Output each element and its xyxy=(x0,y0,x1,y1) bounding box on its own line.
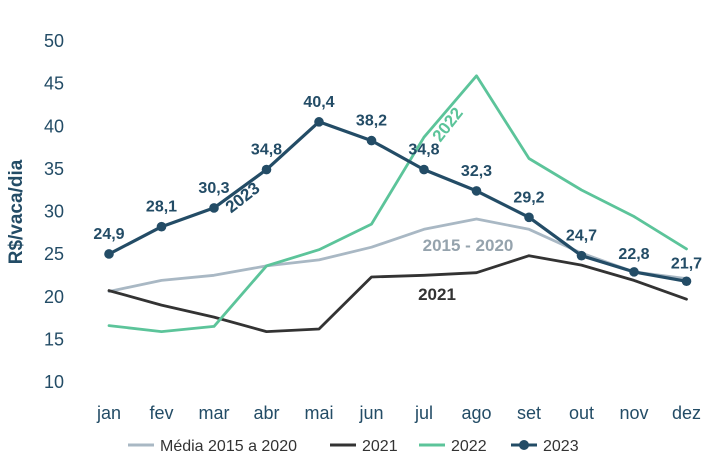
y-tick-label: 25 xyxy=(44,244,64,264)
data-label: 34,8 xyxy=(251,142,282,159)
data-point xyxy=(314,117,324,127)
legend-label-3: 2023 xyxy=(543,438,579,455)
data-point xyxy=(681,276,692,287)
data-label: 34,8 xyxy=(408,142,439,159)
y-tick-label: 10 xyxy=(44,372,64,392)
x-tick-label: jul xyxy=(414,403,433,423)
data-label: 40,4 xyxy=(303,94,334,111)
data-point xyxy=(366,135,377,146)
data-point xyxy=(261,164,272,175)
series-line-0 xyxy=(107,217,688,293)
data-label: 22,8 xyxy=(618,246,649,263)
data-label: 28,1 xyxy=(146,199,177,216)
data-point xyxy=(471,186,482,196)
series-line-1 xyxy=(107,254,688,334)
y-tick-label: 45 xyxy=(44,74,64,94)
data-point xyxy=(524,212,534,223)
data-label: 21,7 xyxy=(671,255,702,272)
series-line-3 xyxy=(107,120,689,283)
data-point-markers xyxy=(104,117,692,287)
y-tick-label: 15 xyxy=(44,329,64,349)
data-labels: 24,9 28,1 30,3 34,8 40,4 38,2 34,8 32,3 29,2 24,7… xyxy=(93,94,702,272)
series-inline-label-0: 2015 - 2020 xyxy=(423,236,514,255)
data-point xyxy=(629,267,639,277)
y-tick-label: 40 xyxy=(44,116,64,136)
y-tick-label: 30 xyxy=(44,202,64,222)
y-tick-label: 50 xyxy=(44,31,64,51)
data-point xyxy=(156,221,167,232)
y-tick-label: 35 xyxy=(44,159,64,179)
x-tick-label: ago xyxy=(461,403,491,423)
data-label: 38,2 xyxy=(356,113,387,130)
y-axis-title: R$/vaca/dia xyxy=(6,159,27,264)
legend-marker-3 xyxy=(519,440,529,450)
data-label: 29,2 xyxy=(513,189,544,206)
x-tick-label: set xyxy=(517,403,541,423)
x-tick-label: jun xyxy=(358,403,383,423)
x-tick-label: out xyxy=(569,403,594,423)
legend-label-0: Média 2015 a 2020 xyxy=(160,438,297,455)
data-label: 32,3 xyxy=(461,163,492,180)
x-tick-label: jan xyxy=(96,403,121,423)
data-label: 24,7 xyxy=(566,228,597,245)
data-label: 24,9 xyxy=(93,226,124,243)
x-tick-label: nov xyxy=(619,403,648,423)
series-line-2 xyxy=(107,74,688,334)
y-axis-ticks: 10 15 20 25 30 35 40 45 50 xyxy=(44,31,64,392)
data-point xyxy=(419,164,429,175)
legend-label-2: 2022 xyxy=(451,438,487,455)
data-point xyxy=(209,203,219,213)
x-tick-label: abr xyxy=(253,403,279,423)
data-label: 30,3 xyxy=(198,180,229,197)
series-inline-label-1: 2021 xyxy=(418,285,456,304)
data-point xyxy=(104,249,114,259)
x-tick-label: dez xyxy=(672,403,701,423)
series-lines xyxy=(107,74,689,334)
legend: Média 2015 a 2020 2021 2022 2023 xyxy=(128,438,579,455)
x-tick-label: mai xyxy=(304,403,333,423)
x-tick-label: fev xyxy=(149,403,173,423)
y-tick-label: 20 xyxy=(44,287,64,307)
x-tick-label: mar xyxy=(199,403,230,423)
legend-label-1: 2021 xyxy=(362,438,398,455)
x-axis-ticks: jan fev mar abr mai jun jul ago set out nov dez xyxy=(96,403,701,423)
data-point xyxy=(576,250,587,261)
